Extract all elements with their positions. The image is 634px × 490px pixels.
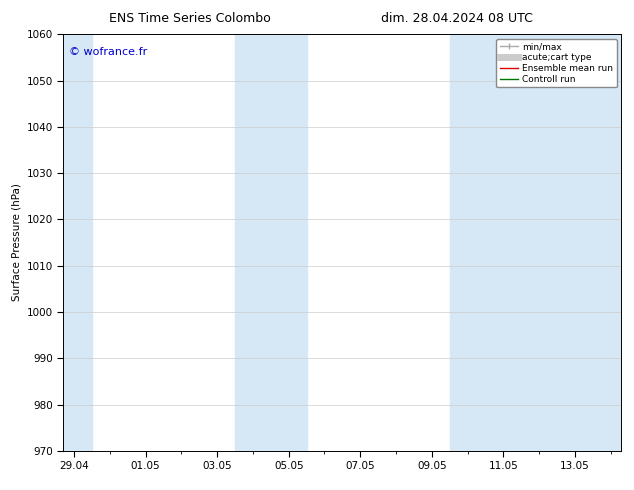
Bar xyxy=(235,34,307,451)
Bar xyxy=(450,34,621,451)
Legend: min/max, acute;cart type, Ensemble mean run, Controll run: min/max, acute;cart type, Ensemble mean … xyxy=(496,39,617,87)
Text: ENS Time Series Colombo: ENS Time Series Colombo xyxy=(109,12,271,25)
Text: dim. 28.04.2024 08 UTC: dim. 28.04.2024 08 UTC xyxy=(380,12,533,25)
Y-axis label: Surface Pressure (hPa): Surface Pressure (hPa) xyxy=(11,184,21,301)
Bar xyxy=(63,34,92,451)
Text: © wofrance.fr: © wofrance.fr xyxy=(69,47,147,57)
